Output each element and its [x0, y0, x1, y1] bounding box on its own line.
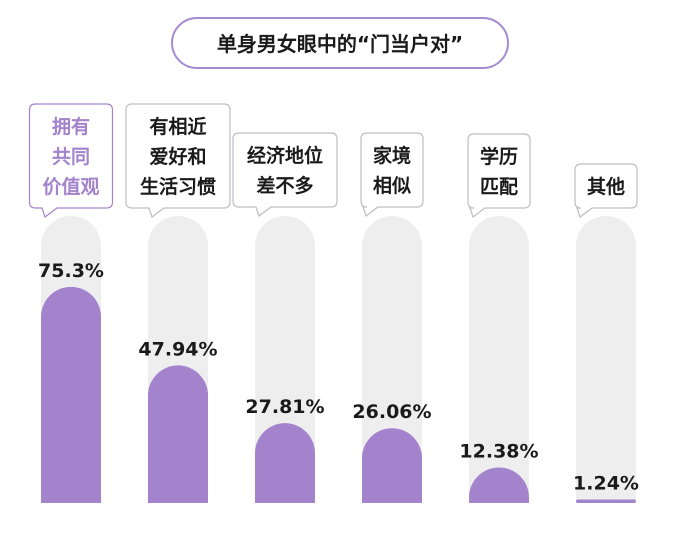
- bar: [469, 467, 529, 503]
- chart-title-pill: [171, 17, 509, 69]
- category-bubble: [28, 103, 114, 218]
- bar: [148, 365, 208, 503]
- category-bubble: [360, 132, 424, 217]
- chart-title-group: 单身男女眼中的“门当户对”: [171, 17, 509, 69]
- category-label: 经济地位: [247, 144, 323, 167]
- data-label: 1.24%: [573, 472, 639, 494]
- chart-title: 单身男女眼中的“门当户对”: [217, 32, 463, 56]
- data-label: 27.81%: [245, 396, 324, 418]
- category-label: 其他: [587, 175, 625, 198]
- bar-track: [362, 216, 422, 503]
- category-label: 有相近: [149, 115, 206, 138]
- data-label: 12.38%: [459, 440, 538, 462]
- category-label: 拥有: [52, 115, 90, 138]
- data-label: 26.06%: [352, 401, 431, 423]
- category-label: 相似: [373, 175, 411, 197]
- category-bubble: [574, 163, 638, 218]
- bar: [576, 499, 636, 503]
- category-label: 差不多: [256, 174, 313, 197]
- data-label: 75.3%: [38, 260, 104, 282]
- category-bubble: [467, 133, 531, 218]
- bar: [41, 286, 101, 503]
- category-label: 家境: [373, 144, 411, 167]
- bar: [362, 428, 422, 503]
- bar-track: [469, 216, 529, 503]
- bar-track: [576, 216, 636, 503]
- data-label: 47.94%: [138, 338, 217, 360]
- category-label: 价值观: [42, 175, 99, 198]
- category-label: 共同: [52, 146, 90, 168]
- category-label: 学历: [480, 145, 518, 168]
- bar: [255, 423, 315, 503]
- category-bubble: [232, 132, 338, 217]
- category-label: 生活习惯: [140, 175, 216, 198]
- category-label: 爱好和: [149, 145, 206, 168]
- category-label: 匹配: [480, 176, 518, 198]
- category-bubble: [125, 103, 231, 218]
